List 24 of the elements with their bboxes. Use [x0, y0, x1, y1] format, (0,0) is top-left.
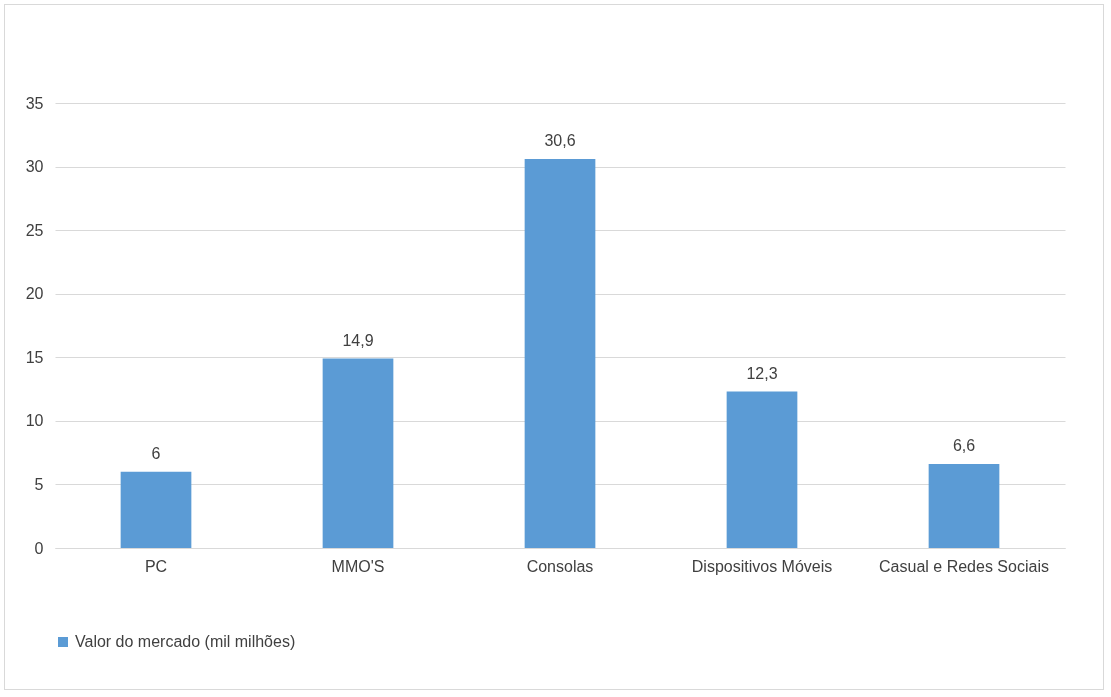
- bar: [524, 158, 596, 548]
- bar: [322, 358, 394, 548]
- y-tick-label: 5: [34, 475, 44, 493]
- y-tick-label: 30: [25, 158, 44, 176]
- x-tick-label: Dispositivos Móveis: [691, 557, 833, 575]
- text: 12,3: [746, 364, 778, 382]
- y-tick-label: 20: [25, 285, 44, 303]
- text: 6: [151, 444, 161, 462]
- text: 30,6: [544, 131, 576, 149]
- text: 14,9: [342, 331, 374, 349]
- text: 6,6: [952, 437, 976, 455]
- x-tick-label: Casual e Redes Sociais: [879, 557, 1049, 575]
- x-tick-label: MMO'S: [331, 557, 385, 575]
- y-tick-label: 0: [34, 539, 44, 557]
- x-tick-label: Consolas: [526, 557, 594, 575]
- y-tick-label: 15: [25, 348, 44, 366]
- y-tick-label: 10: [25, 412, 44, 430]
- bar: [726, 391, 798, 548]
- y-tick-label: 35: [25, 94, 44, 112]
- x-tick-label: PC: [144, 557, 168, 575]
- bar: [120, 471, 192, 548]
- bar: [928, 464, 1000, 548]
- legend-label: Valor do mercado (mil milhões): [75, 633, 296, 650]
- y-tick-label: 25: [25, 221, 44, 239]
